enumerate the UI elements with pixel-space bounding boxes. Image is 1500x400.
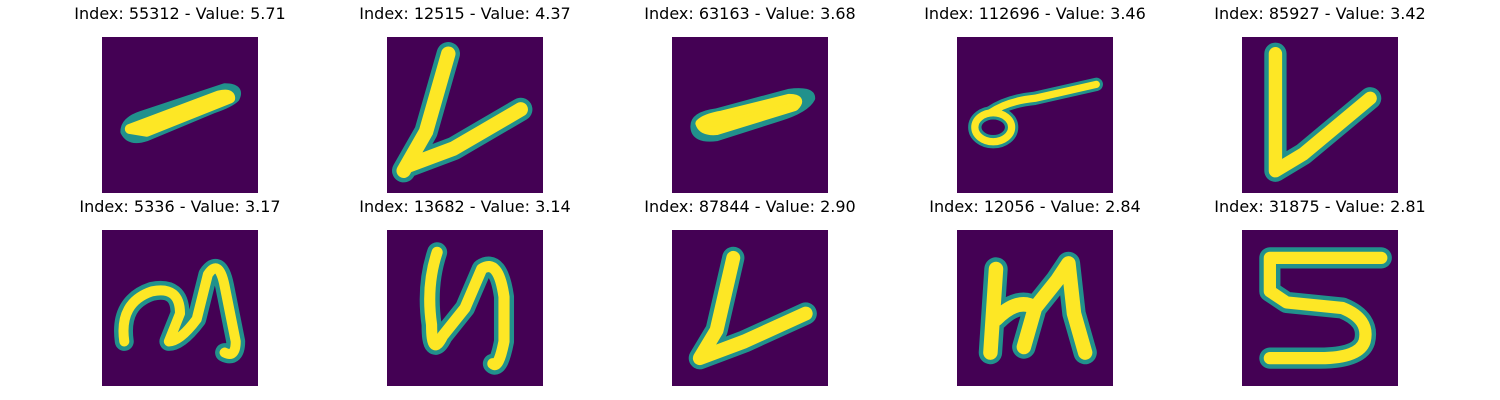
digit-image	[672, 230, 828, 386]
digit-image	[672, 37, 828, 193]
panel-title: Index: 31875 - Value: 2.81	[1214, 197, 1426, 216]
panel-title: Index: 112696 - Value: 3.46	[924, 4, 1146, 23]
panel-title: Index: 13682 - Value: 3.14	[359, 197, 571, 216]
digit-image	[957, 230, 1113, 386]
panel-title: Index: 55312 - Value: 5.71	[74, 4, 286, 23]
panel-title: Index: 63163 - Value: 3.68	[644, 4, 856, 23]
panel-6: Index: 5336 - Value: 3.17	[50, 193, 310, 386]
panel-title: Index: 5336 - Value: 3.17	[79, 197, 281, 216]
panel-9: Index: 12056 - Value: 2.84	[905, 193, 1165, 386]
digit-image	[1242, 230, 1398, 386]
panel-title: Index: 12515 - Value: 4.37	[359, 4, 571, 23]
panel-10: Index: 31875 - Value: 2.81	[1190, 193, 1450, 386]
digit-image	[387, 37, 543, 193]
digit-image	[957, 37, 1113, 193]
panel-3: Index: 63163 - Value: 3.68	[620, 0, 880, 193]
panel-1: Index: 55312 - Value: 5.71	[50, 0, 310, 193]
panel-8: Index: 87844 - Value: 2.90	[620, 193, 880, 386]
digit-image	[387, 230, 543, 386]
panel-5: Index: 85927 - Value: 3.42	[1190, 0, 1450, 193]
digit-image	[1242, 37, 1398, 193]
panel-2: Index: 12515 - Value: 4.37	[335, 0, 595, 193]
panel-title: Index: 12056 - Value: 2.84	[929, 197, 1141, 216]
digit-image	[102, 37, 258, 193]
digit-image	[102, 230, 258, 386]
panel-4: Index: 112696 - Value: 3.46	[905, 0, 1165, 193]
panel-title: Index: 87844 - Value: 2.90	[644, 197, 856, 216]
panel-7: Index: 13682 - Value: 3.14	[335, 193, 595, 386]
panel-title: Index: 85927 - Value: 3.42	[1214, 4, 1426, 23]
